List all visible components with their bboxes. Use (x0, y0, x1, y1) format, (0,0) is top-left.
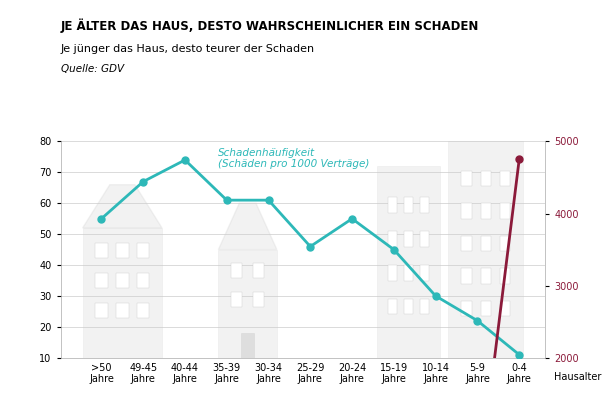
Bar (500, 301, 510, 316)
Bar (377, 166, 440, 358)
Bar (481, 301, 491, 316)
Bar (253, 263, 264, 278)
Bar (404, 265, 413, 280)
Bar (95, 303, 108, 318)
Bar (500, 203, 510, 219)
Bar (137, 303, 150, 318)
Bar (404, 299, 413, 314)
Bar (388, 299, 397, 314)
Bar (481, 236, 491, 251)
Bar (95, 273, 108, 288)
Bar (500, 171, 510, 186)
Bar (461, 301, 471, 316)
Text: Schadendurchschnitt
(in Euro): Schadendurchschnitt (in Euro) (0, 415, 1, 416)
Bar (500, 268, 510, 284)
Bar (448, 141, 524, 358)
Bar (404, 197, 413, 213)
Bar (461, 203, 471, 219)
Bar (137, 273, 150, 288)
Bar (116, 303, 128, 318)
Bar (116, 243, 128, 258)
Bar (420, 265, 429, 280)
Bar (481, 171, 491, 186)
Text: JE ÄLTER DAS HAUS, DESTO WAHRSCHEINLICHER EIN SCHADEN: JE ÄLTER DAS HAUS, DESTO WAHRSCHEINLICHE… (61, 19, 479, 33)
Text: Quelle: GDV: Quelle: GDV (61, 64, 124, 74)
Bar (481, 268, 491, 284)
Bar (420, 299, 429, 314)
Bar (461, 268, 471, 284)
Bar (231, 292, 242, 307)
Bar (82, 228, 162, 358)
Bar (481, 203, 491, 219)
Bar (95, 243, 108, 258)
Text: Je jünger das Haus, desto teurer der Schaden: Je jünger das Haus, desto teurer der Sch… (61, 44, 315, 54)
Bar (420, 197, 429, 213)
Bar (388, 197, 397, 213)
Text: Schadenhäufigkeit
(Schäden pro 1000 Verträge): Schadenhäufigkeit (Schäden pro 1000 Ver… (218, 148, 370, 169)
Polygon shape (218, 203, 277, 250)
Bar (137, 243, 150, 258)
Polygon shape (82, 185, 162, 228)
Bar (420, 231, 429, 247)
Bar (253, 292, 264, 307)
Bar (241, 333, 254, 358)
Bar (388, 231, 397, 247)
Bar (231, 263, 242, 278)
Bar (116, 273, 128, 288)
Bar (388, 265, 397, 280)
Bar (218, 250, 277, 358)
Bar (461, 236, 471, 251)
Bar (461, 171, 471, 186)
Text: Hausalter: Hausalter (554, 372, 602, 382)
Bar (500, 236, 510, 251)
Bar (404, 231, 413, 247)
